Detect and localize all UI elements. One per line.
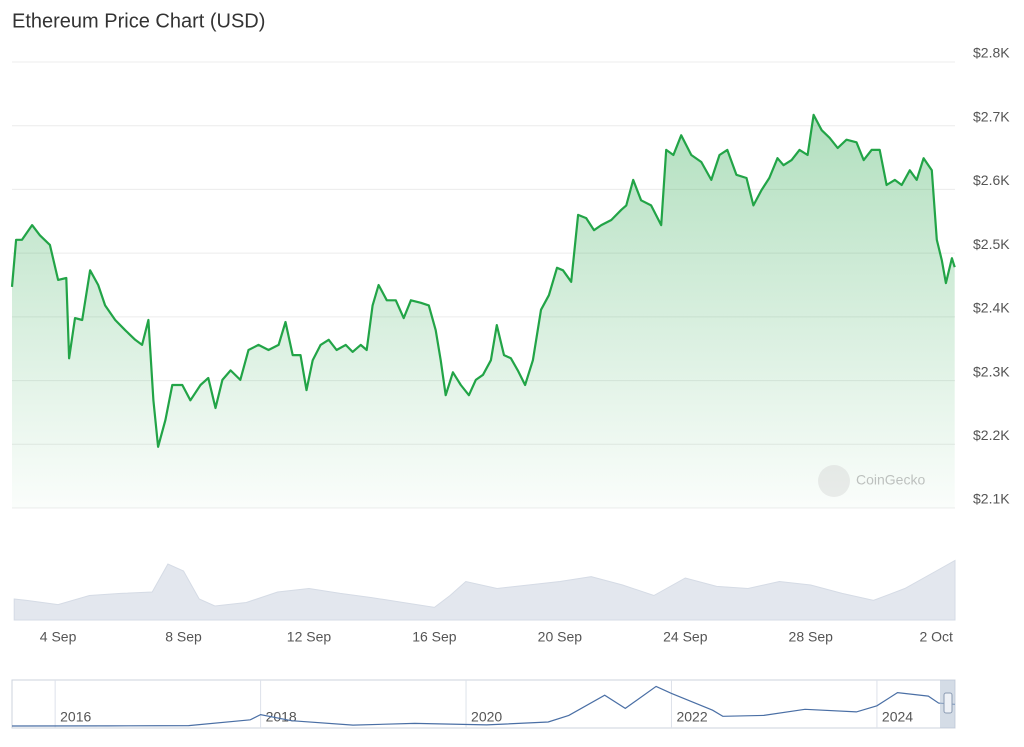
navigator-tick-label: 2022 <box>676 709 707 725</box>
navigator-tick-label: 2024 <box>882 709 913 725</box>
navigator-tick-label: 2016 <box>60 709 91 725</box>
watermark: CoinGecko <box>818 465 925 497</box>
y-tick-label: $2.3K <box>973 363 1010 379</box>
navigator-line <box>11 685 956 727</box>
x-tick-label: 20 Sep <box>538 629 583 645</box>
volume-area <box>13 559 956 621</box>
y-tick-label: $2.8K <box>973 45 1010 61</box>
y-tick-label: $2.2K <box>973 427 1010 443</box>
x-tick-label: 12 Sep <box>287 629 332 645</box>
y-tick-label: $2.6K <box>973 172 1010 188</box>
x-tick-label: 2 Oct <box>919 629 953 645</box>
price-line <box>10 113 956 448</box>
x-tick-label: 24 Sep <box>663 629 708 645</box>
y-tick-label: $2.4K <box>973 300 1010 316</box>
watermark-logo <box>818 465 850 497</box>
x-tick-label: 28 Sep <box>789 629 834 645</box>
plot: $2.8K $2.7K $2.6K $2.5K $2.4K $2.3K $2.2K $2.1K… <box>10 45 1010 645</box>
x-tick-label: 4 Sep <box>40 629 77 645</box>
y-tick-label: $2.7K <box>973 108 1010 124</box>
x-tick-label: 16 Sep <box>412 629 457 645</box>
price-area <box>12 114 955 509</box>
watermark-text: CoinGecko <box>856 472 925 488</box>
navigator: 2016 2018 2020 2022 2024 <box>11 680 956 728</box>
x-tick-label: 8 Sep <box>165 629 202 645</box>
navigator-handle[interactable] <box>943 692 953 714</box>
navigator-tick-label: 2020 <box>471 709 502 725</box>
chart-title: Ethereum Price Chart (USD) <box>12 10 265 32</box>
y-tick-label: $2.1K <box>973 491 1010 507</box>
y-tick-label: $2.5K <box>973 236 1010 252</box>
